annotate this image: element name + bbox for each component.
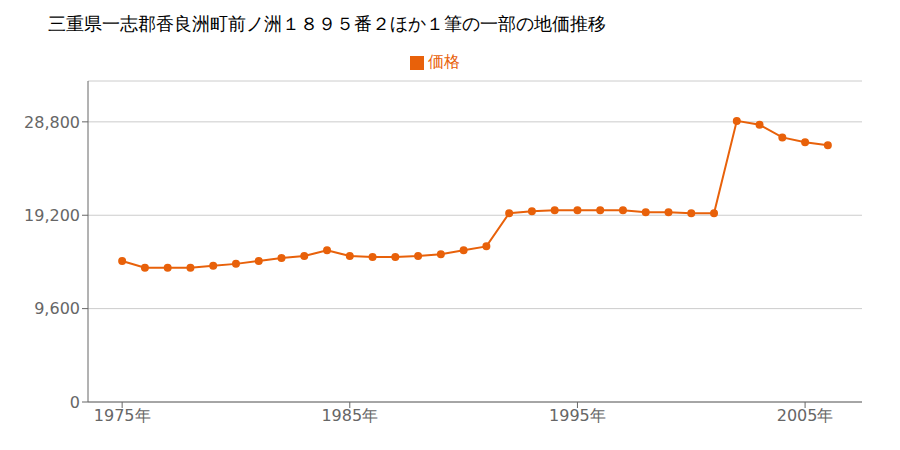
html-text:価格: 価格 (428, 52, 460, 71)
svg-text:1985年: 1985年 (321, 406, 378, 425)
svg-text:19,200: 19,200 (24, 206, 80, 225)
svg-text:0: 0 (70, 393, 80, 412)
html-text:三重県一志郡香良洲町前ノ洲１８９５番２ほか１筆の一部の地価推: 三重県一志郡香良洲町前ノ洲１８９５番２ほか１筆の一部の地価推移 (48, 13, 606, 34)
svg-text:28,800: 28,800 (24, 113, 80, 132)
svg-text:9,600: 9,600 (34, 299, 80, 318)
svg-text:1975年: 1975年 (94, 406, 151, 425)
svg-text:2005年: 2005年 (777, 406, 834, 425)
svg-text:1995年: 1995年 (549, 406, 606, 425)
